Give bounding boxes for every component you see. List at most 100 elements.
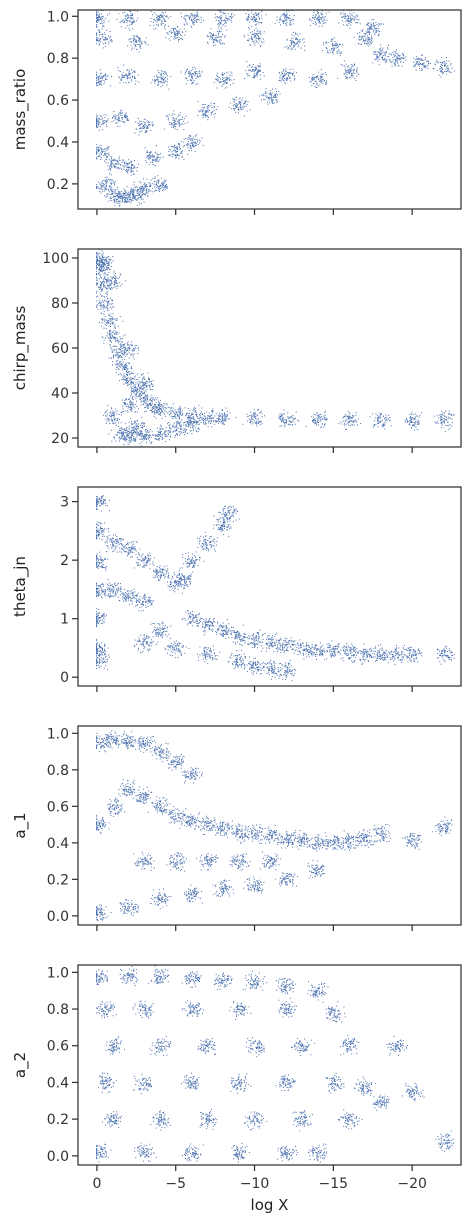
data-point — [167, 573, 185, 594]
data-point — [164, 638, 190, 659]
data-point — [179, 551, 205, 569]
data-point — [338, 10, 361, 29]
data-point — [244, 824, 266, 844]
data-point — [96, 114, 109, 131]
data-point — [96, 608, 107, 628]
data-point — [180, 11, 205, 28]
data-point — [245, 1037, 265, 1058]
data-point — [96, 969, 108, 985]
y-tick-label: 20 — [51, 431, 69, 447]
data-point — [105, 154, 126, 174]
data-point — [172, 570, 194, 587]
data-point — [432, 57, 455, 78]
data-point — [199, 1108, 218, 1130]
data-point — [401, 833, 422, 850]
data-point — [372, 1094, 390, 1111]
data-point — [275, 1074, 297, 1091]
data-point — [150, 621, 172, 643]
data-point — [118, 588, 139, 606]
data-point — [218, 505, 240, 523]
data-point — [96, 1143, 112, 1163]
data-point — [337, 60, 359, 81]
data-point — [150, 742, 171, 762]
data-point — [150, 402, 172, 419]
data-point — [117, 185, 139, 206]
data-point — [198, 815, 220, 835]
data-point — [96, 10, 110, 28]
data-point — [164, 26, 187, 42]
y-tick-label: 3 — [60, 495, 69, 511]
data-point — [118, 778, 140, 799]
data-point — [307, 981, 329, 1003]
data-point — [101, 534, 124, 553]
data-point — [96, 551, 109, 571]
data-point — [96, 174, 116, 194]
y-tick-label: 1.0 — [47, 9, 69, 25]
data-point — [118, 159, 140, 176]
y-tick-label: 0.8 — [47, 763, 69, 779]
data-point — [119, 899, 139, 916]
data-point — [144, 145, 164, 167]
x-tick-label: 0 — [92, 1176, 101, 1192]
data-point — [179, 812, 201, 830]
data-point — [353, 643, 374, 665]
points-theta_jn — [96, 495, 455, 681]
data-point — [213, 71, 235, 89]
data-point — [275, 637, 297, 654]
y-tick-label: 0.2 — [47, 1112, 69, 1128]
data-point — [260, 632, 283, 653]
data-point — [96, 69, 112, 87]
subplot-theta_jn: 0 1 2 3 theta_jn — [11, 486, 462, 692]
data-point — [242, 970, 268, 991]
y-tick-label: 0 — [60, 670, 69, 686]
data-point — [227, 650, 251, 670]
data-point — [131, 786, 158, 804]
data-point — [353, 1076, 377, 1096]
data-point — [150, 888, 172, 910]
y-tick-label: 0.6 — [47, 93, 69, 109]
data-point — [165, 403, 187, 423]
x-tick-label: −5 — [165, 1176, 186, 1192]
data-point — [436, 645, 455, 665]
data-point — [96, 495, 110, 512]
data-point — [163, 110, 189, 131]
subplot-chirp_mass: 20 40 60 80 100 chirp_mass — [11, 248, 462, 453]
points-chirp_mass — [96, 249, 455, 447]
data-point — [134, 372, 154, 394]
data-point — [96, 1001, 117, 1019]
data-point — [96, 256, 114, 271]
data-point — [307, 859, 326, 879]
data-point — [99, 311, 124, 334]
data-point — [228, 96, 251, 117]
data-point — [323, 835, 344, 850]
data-point — [149, 423, 172, 442]
data-point — [135, 593, 154, 612]
data-point — [278, 997, 297, 1018]
data-point — [133, 550, 156, 570]
data-point — [212, 515, 234, 538]
data-point — [196, 853, 219, 871]
data-point — [133, 1073, 153, 1095]
axes-frame — [77, 9, 462, 210]
data-point — [181, 1000, 204, 1017]
data-point — [215, 618, 234, 639]
y-tick-label: 0.4 — [47, 135, 69, 151]
data-point — [387, 644, 409, 666]
data-point — [96, 28, 113, 49]
data-point — [385, 49, 407, 67]
y-tick-label: 60 — [51, 341, 69, 357]
data-point — [214, 10, 235, 28]
data-point — [166, 852, 187, 872]
data-point — [370, 644, 389, 662]
data-point — [197, 407, 219, 428]
data-point — [149, 11, 172, 30]
data-point — [197, 1038, 216, 1056]
data-point — [433, 410, 455, 433]
data-point — [274, 872, 298, 887]
data-point — [112, 356, 135, 376]
data-point — [147, 797, 171, 815]
data-point — [258, 88, 281, 105]
data-point — [401, 646, 423, 663]
data-point — [324, 640, 344, 661]
data-point — [96, 521, 110, 540]
